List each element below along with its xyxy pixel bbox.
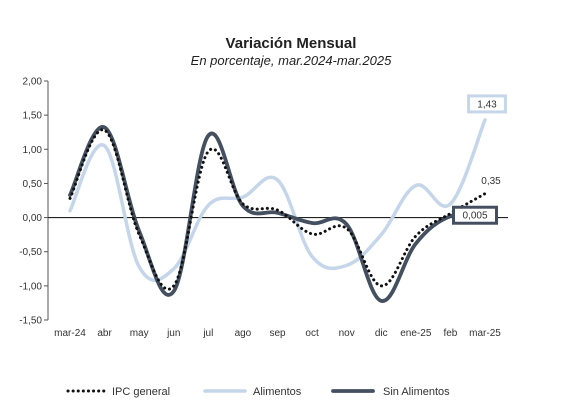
legend-item-alimentos: Alimentos [203,386,302,398]
y-tick-label: 0,00 [23,213,43,224]
y-tick-label: 0,50 [23,179,43,190]
annotation-label: 0,35 [481,176,501,187]
x-tick-label: oct [305,328,319,339]
series-alimentos [68,118,487,282]
data-point [207,134,210,137]
data-point [207,150,210,153]
x-tick-label: feb [443,328,457,339]
data-point [172,284,175,287]
x-tick-label: jul [202,328,213,339]
legend: IPC general Alimentos Sin Alimentos [66,386,450,398]
data-point [345,264,348,267]
x-tick-label: ago [235,328,252,339]
x-tick-label: dic [375,328,388,339]
data-point [241,202,244,205]
x-axis: mar-24 abr may jun jul ago sep oct nov dic ene-25 f… [48,216,508,339]
data-point [414,235,417,238]
series-line [68,128,487,291]
data-point [138,233,141,236]
data-point [311,255,314,258]
data-point [276,209,279,212]
y-tick-label: -0,50 [19,247,42,258]
annotation-sin-alimentos: 0,005 [452,205,498,225]
data-point [311,232,314,235]
data-point [380,299,383,302]
data-point [311,222,314,225]
annotation-label: 0,005 [462,211,487,222]
x-tick-label: mar-25 [469,328,501,339]
y-tick-label: 2,00 [23,77,43,88]
data-point [207,204,210,207]
data-point [380,233,383,236]
data-point [380,284,383,287]
annotation-layer: 1,43 0,35 0,005 [452,94,507,225]
y-axis: 2,00 1,50 1,00 0,50 0,00 -0,50 -1,00 -1,50 [19,77,49,327]
legend-label: IPC general [112,386,170,398]
annotation-box [467,94,507,114]
data-point [69,209,72,212]
data-point [484,192,487,195]
annotation-box [452,205,498,225]
data-point [241,196,244,199]
data-point [414,184,417,187]
data-point [449,212,452,215]
x-tick-label: abr [97,328,112,339]
series-layer [68,118,487,303]
data-point [103,129,106,132]
y-tick-label: 1,00 [23,145,43,156]
data-point [69,197,72,200]
y-tick-label: 1,50 [23,111,43,122]
annotation-label: 1,43 [477,99,497,110]
data-point [414,242,417,245]
data-point [449,202,452,205]
data-point [276,179,279,182]
data-point [138,265,141,268]
data-point [172,267,175,270]
x-tick-label: nov [339,328,355,339]
data-point [103,144,106,147]
x-tick-label: jun [166,328,180,339]
data-point [345,227,348,230]
data-point [172,290,175,293]
annotation-ipc-general: 0,35 [481,176,501,187]
legend-item-ipc-general: IPC general [66,386,170,398]
data-point [103,126,106,129]
x-tick-label: sep [269,328,286,339]
series-line [68,118,487,282]
y-tick-label: -1,00 [19,281,42,292]
x-tick-label: may [130,328,149,339]
x-tick-label: ene-25 [400,328,432,339]
chart-title: Variación Mensual [226,35,357,52]
data-point [276,211,279,214]
data-point [345,223,348,226]
legend-label: Alimentos [253,386,302,398]
y-tick-label: -1,50 [19,316,42,327]
legend-label: Sin Alimentos [383,386,450,398]
x-tick-label: mar-24 [54,328,86,339]
annotation-alimentos: 1,43 [467,94,507,114]
data-point [484,118,487,121]
chart-subtitle: En porcentaje, mar.2024-mar.2025 [191,53,392,68]
series-ipc-general [68,128,487,291]
legend-item-sin-alimentos: Sin Alimentos [331,386,450,398]
